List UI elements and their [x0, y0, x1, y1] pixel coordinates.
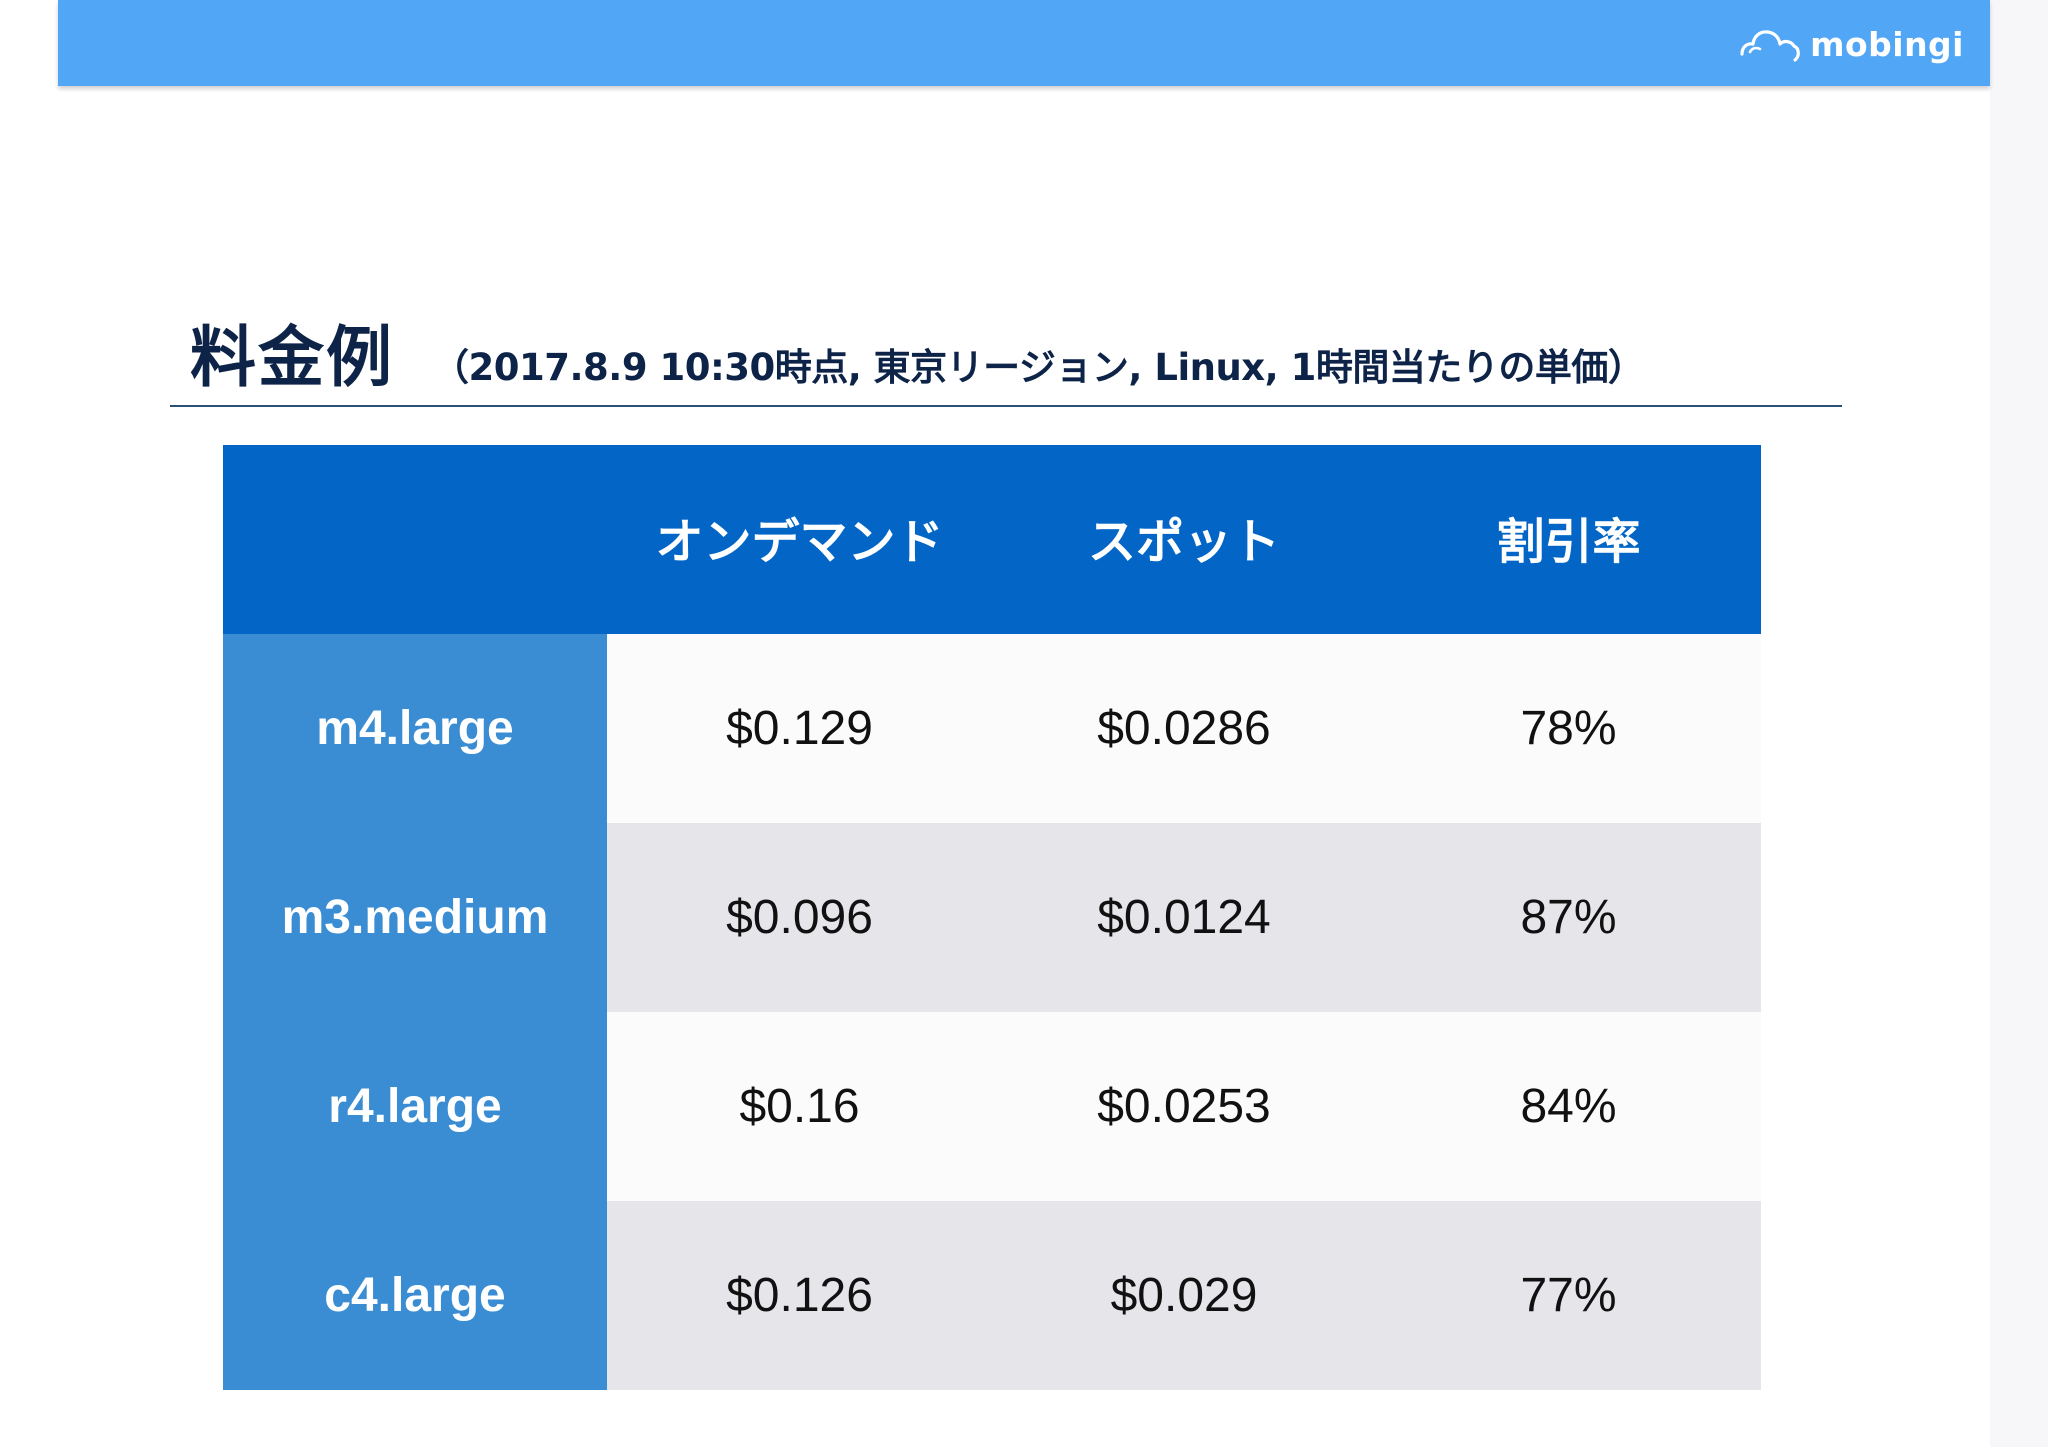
- table-row: r4.large $0.16 $0.0253 84%: [223, 1012, 1761, 1201]
- cell-discount-rate: 84%: [1376, 1012, 1761, 1201]
- brand-name: mobingi: [1810, 24, 1964, 64]
- table-header-row: オンデマンド スポット 割引率: [223, 445, 1761, 634]
- slide-right-margin: [1990, 0, 2048, 1447]
- header-cell-discount: 割引率: [1496, 513, 1641, 570]
- cell-on-demand-price: $0.129: [607, 634, 992, 823]
- cell-spot-price: $0.0124: [992, 823, 1376, 1012]
- cell-discount-rate: 78%: [1376, 634, 1761, 823]
- pricing-table: オンデマンド スポット 割引率 m4.large $0.129 $0.0286 …: [223, 445, 1761, 1390]
- cell-spot-price: $0.0286: [992, 634, 1376, 823]
- cell-on-demand-price: $0.16: [607, 1012, 992, 1201]
- row-instance-type: r4.large: [223, 1012, 607, 1201]
- table-row: c4.large $0.126 $0.029 77%: [223, 1201, 1761, 1390]
- header-cell-on-demand: オンデマンド: [655, 513, 944, 570]
- header-bar: mobingi: [58, 0, 1990, 86]
- title-divider: [170, 405, 1842, 407]
- page-subtitle: （2017.8.9 10:30時点, 東京リージョン, Linux, 1時間当た…: [432, 346, 1645, 389]
- header-cell-empty: [223, 445, 607, 634]
- header-cell-spot: スポット: [1087, 513, 1280, 570]
- table-row: m4.large $0.129 $0.0286 78%: [223, 634, 1761, 823]
- table-row: m3.medium $0.096 $0.0124 87%: [223, 823, 1761, 1012]
- cell-discount-rate: 77%: [1376, 1201, 1761, 1390]
- page-title: 料金例: [190, 319, 394, 396]
- cell-on-demand-price: $0.126: [607, 1201, 992, 1390]
- cell-on-demand-price: $0.096: [607, 823, 992, 1012]
- row-instance-type: m3.medium: [223, 823, 607, 1012]
- cell-spot-price: $0.0253: [992, 1012, 1376, 1201]
- row-instance-type: m4.large: [223, 634, 607, 823]
- slide-title-row: 料金例 （2017.8.9 10:30時点, 東京リージョン, Linux, 1…: [190, 304, 1645, 400]
- cloud-icon: [1740, 30, 1800, 62]
- cell-spot-price: $0.029: [992, 1201, 1376, 1390]
- brand-logo: mobingi: [1738, 22, 1964, 66]
- row-instance-type: c4.large: [223, 1201, 607, 1390]
- cell-discount-rate: 87%: [1376, 823, 1761, 1012]
